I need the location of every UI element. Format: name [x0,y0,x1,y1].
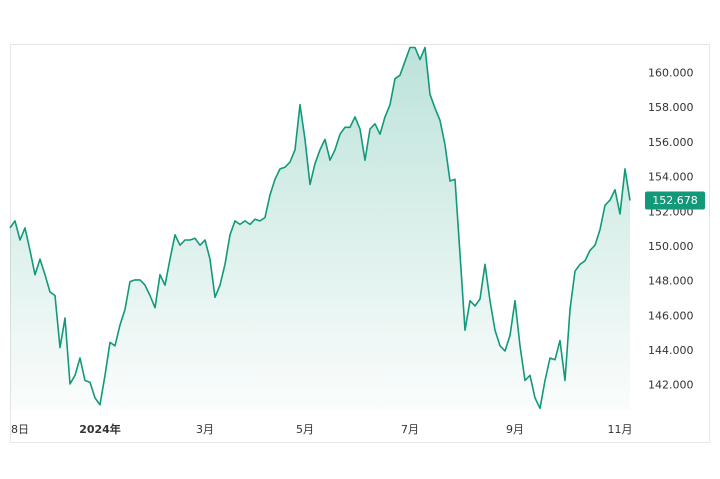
line [9,46,631,410]
x-tick-label: 2024年 [79,422,121,436]
y-tick-label: 150.000 [648,240,694,253]
x-tick-label: 8日 [11,423,29,436]
current-value-box [645,191,705,210]
y-tick-label: 146.000 [648,309,694,322]
area [10,47,630,410]
x-tick-label: 7月 [401,423,419,436]
current-value-label: 152.678 [652,194,698,207]
y-tick-label: 144.000 [648,344,694,357]
y-tick-label: 154.000 [648,171,694,184]
y-tick-label: 142.000 [648,379,694,392]
y-tick-label: 148.000 [648,275,694,288]
x-tick-label: 9月 [506,423,524,436]
x-tick-label: 3月 [196,423,214,436]
y-tick-label: 156.000 [648,136,694,149]
x-tick-label: 11月 [608,423,633,436]
y-tick-label: 158.000 [648,101,694,114]
x-tick-label: 5月 [296,423,314,436]
y-tick-label: 160.000 [648,66,694,79]
